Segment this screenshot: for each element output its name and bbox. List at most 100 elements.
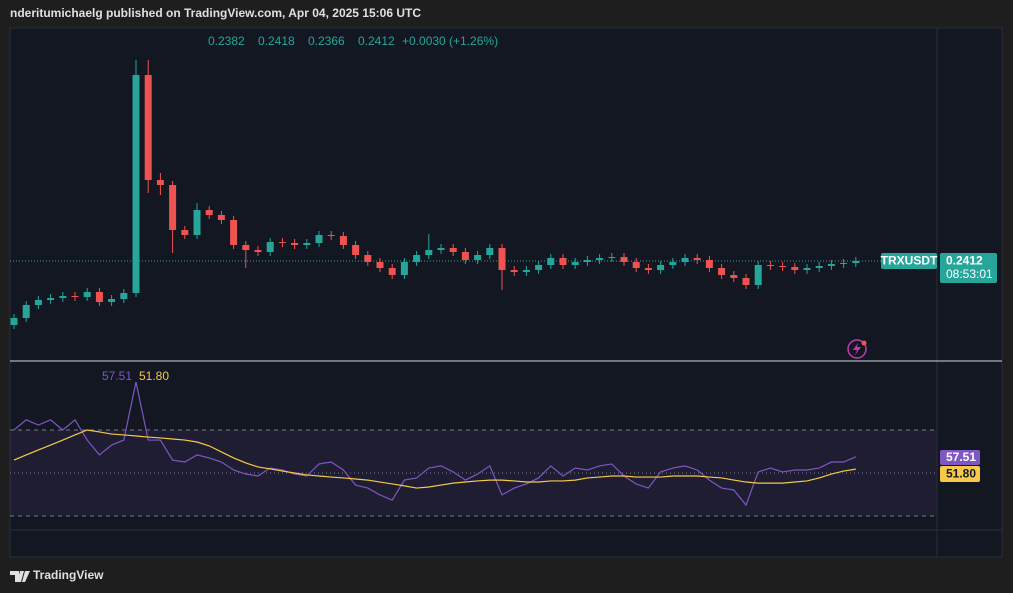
candle-body [791,267,799,270]
candle-body [754,265,762,285]
candle-body [242,245,250,250]
ohlc-readout: 0.2382 0.2418 0.2366 0.2412 +0.0030 (+1.… [208,34,498,48]
plot [10,60,937,517]
candle-body [608,257,616,258]
candle-body [815,266,823,268]
header: nderitumichaelg published on TradingView… [10,6,421,20]
candle-body [852,261,860,263]
candle-body [193,210,201,235]
candle-body [510,270,518,272]
candle-body [693,258,701,260]
candle-body [83,292,91,297]
candle-body [681,258,689,262]
candle-body [327,235,335,236]
candle-body [632,262,640,268]
candle-body [766,265,774,266]
candle-body [522,270,530,272]
candle-body [364,255,372,262]
candle-body [315,235,323,243]
brand[interactable]: TradingView [33,568,104,582]
candle-body [498,248,506,270]
candle-body [486,248,494,255]
candle-body [156,180,164,185]
alert-icon[interactable] [847,339,867,359]
candle-body [22,305,30,318]
rsi-band [10,430,937,516]
candle-body [779,266,787,267]
candle-body [47,298,55,300]
candle-body [108,299,116,302]
last-price-label: 0.2412 [946,254,983,268]
candle-body [583,260,591,262]
price-label-box [940,253,997,283]
candle-body [669,262,677,265]
candle-body [71,296,79,297]
candle-body [144,75,152,180]
candle-body [620,257,628,262]
candle-body [303,243,311,245]
close-readout: 0.2412 [358,34,395,48]
candle-body [705,260,713,268]
candle-body [278,242,286,243]
candle-body [59,296,67,298]
candle-body [596,258,604,260]
candle-body [120,293,128,299]
alert-dot [861,340,867,346]
change-readout: +0.0030 (+1.26%) [402,34,498,48]
low-readout: 0.2366 [308,34,345,48]
candle-body [388,268,396,275]
candle-body [571,262,579,265]
indicator-line [13,381,857,507]
candle-body [376,262,384,268]
candle-body [461,252,469,260]
rsi-ma-legend-value: 51.80 [139,369,169,383]
rsi-label-box [940,450,980,465]
indicator-line [13,429,856,489]
candle-body [339,236,347,245]
candle-body [413,255,421,262]
candle-body [169,185,177,230]
candle-body [474,255,482,260]
candle-body [352,245,360,255]
open-readout: 0.2382 [208,34,245,48]
candle-body [205,210,213,215]
candle-body [657,265,665,270]
candle-body [535,265,543,270]
candle-body [230,220,238,245]
candle-body [559,258,567,265]
candle-body [266,242,274,252]
candle-body [803,268,811,270]
countdown: 08:53:01 [946,267,993,281]
alert-bolt [853,343,861,355]
candle-body [181,230,189,235]
candle-body [95,292,103,302]
logo-mark [10,571,30,582]
candle-body [10,318,18,325]
rsi-axis-label: 57.51 [946,450,976,464]
candle-body [437,248,445,250]
candle-body [254,250,262,252]
candle-body [718,268,726,275]
high-readout: 0.2418 [258,34,295,48]
candle-body [34,300,42,305]
candle-body [827,264,835,266]
candle-body [730,275,738,278]
rsi-ma-axis-label: 51.80 [946,467,976,481]
candle-body [425,250,433,255]
candle-body [644,268,652,270]
chart-panel [9,27,1003,558]
symbol-label: TRXUSDT [881,254,938,268]
rsi-legend-value: 57.51 [102,369,132,383]
candle-body [132,75,140,293]
candle-body [400,262,408,275]
candle-body [840,263,848,264]
candle-body [217,215,225,220]
symbol-label-box [881,253,937,269]
candle-body [449,248,457,252]
rsi-ma-label-box [940,466,980,482]
candle-body [291,243,299,245]
candle-body [547,258,555,265]
candle-body [742,278,750,285]
